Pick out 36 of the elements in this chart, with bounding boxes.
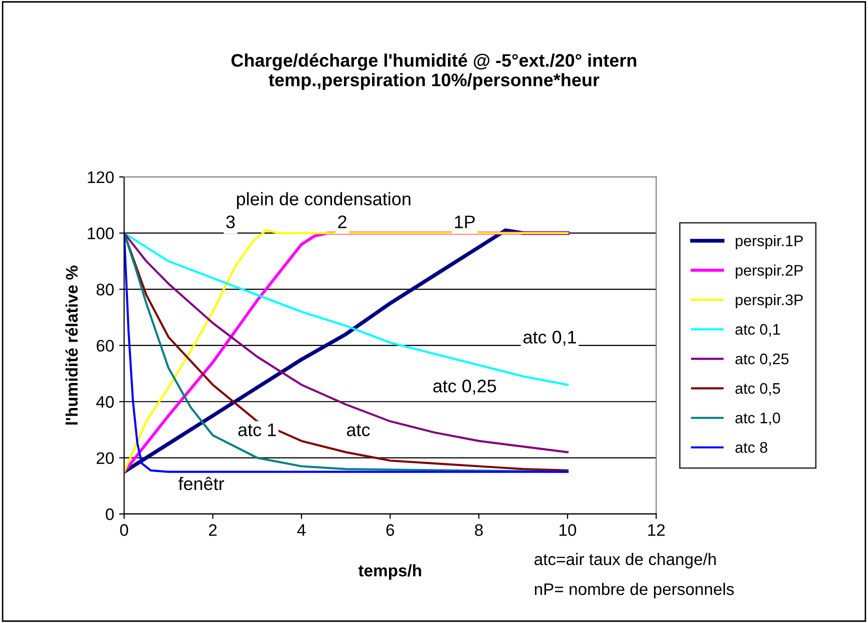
legend-label: atc 0,1 <box>735 324 780 337</box>
x-tick-label: 4 <box>297 524 306 536</box>
x-tick-label: 0 <box>120 524 128 536</box>
annotation: atc <box>346 424 370 436</box>
annotation: atc 0,1 <box>523 330 576 346</box>
y-tick-label: 120 <box>88 171 114 184</box>
legend-label: atc 8 <box>735 442 768 453</box>
legend-label: perspir.2P <box>736 264 803 279</box>
y-tick-label: 100 <box>88 228 114 240</box>
annotation: fenêtr <box>178 476 224 490</box>
annotation: atc 1 <box>238 424 276 436</box>
x-axis-title: temps/h <box>358 564 422 580</box>
y-tick-label: 80 <box>96 284 114 296</box>
legend-label: perspir.3P <box>736 294 803 308</box>
text: atc=air taux de change/h <box>534 552 716 568</box>
annotation: plein de condensation <box>236 192 410 209</box>
legend-label: atc 1,0 <box>735 412 780 426</box>
y-tick-label: 40 <box>96 396 114 408</box>
y-tick-label: 0 <box>106 508 114 520</box>
x-tick-label: 2 <box>209 524 217 536</box>
x-tick-label: 10 <box>560 524 576 536</box>
annotation: 2 <box>338 216 346 228</box>
legend-label: perspir.1P <box>736 235 803 250</box>
y-tick-label: 20 <box>96 452 114 464</box>
annotation: 1P <box>454 216 475 228</box>
y-axis-title: l'humidité rélative % <box>65 266 78 425</box>
chart-title: Charge/décharge l'humidité @ -5°ext./20° intern temp.,perspiration 10%/personne*heur <box>231 53 636 90</box>
annotation: 3 <box>226 216 235 228</box>
y-tick-label: 60 <box>96 340 114 352</box>
legend-label: atc 0,25 <box>735 353 789 366</box>
legend-label: atc 0,5 <box>735 383 780 396</box>
x-tick-label: 6 <box>386 524 394 536</box>
annotation: atc 0,25 <box>433 380 496 395</box>
x-tick-label: 8 <box>474 524 483 536</box>
text: nP= nombre de personnels <box>534 582 734 598</box>
x-tick-label: 12 <box>648 524 665 536</box>
